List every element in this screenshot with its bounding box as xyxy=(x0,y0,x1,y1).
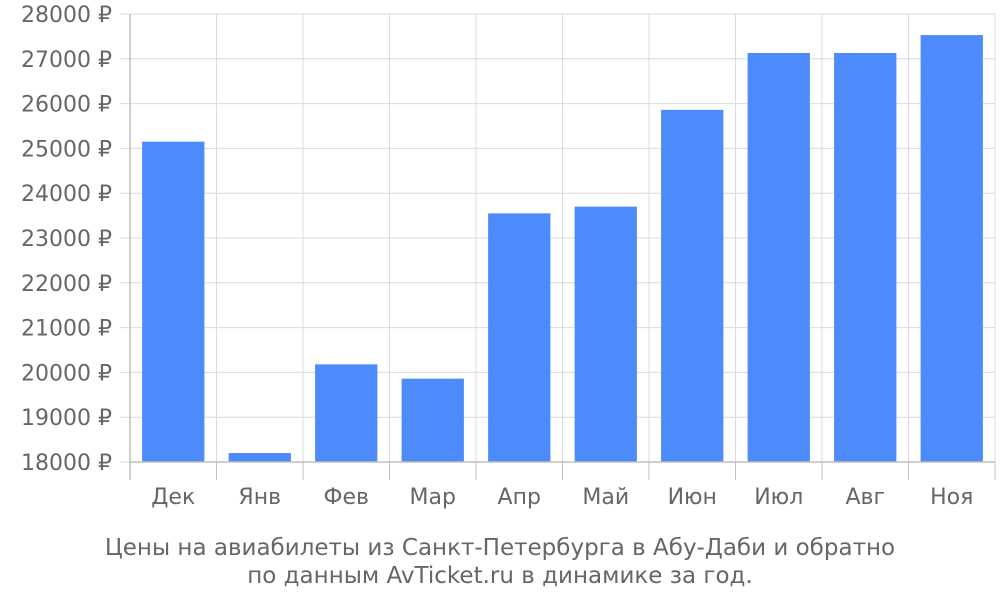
axes xyxy=(129,14,996,480)
bar-7 xyxy=(661,109,724,462)
bar-8 xyxy=(747,52,810,462)
bar-4 xyxy=(401,378,464,462)
bar-5 xyxy=(488,213,551,462)
bar-3 xyxy=(315,364,378,462)
y-tick-label: 20000 ₽ xyxy=(21,361,112,386)
x-tick-label: Дек xyxy=(151,485,195,510)
x-tick-labels: Дек Янв Фев Мар Апр Май Июн Июл Авг Ноя xyxy=(151,485,973,510)
chart-caption-line-2: по данным AvTicket.ru в динамике за год. xyxy=(247,563,753,589)
y-tick-label: 27000 ₽ xyxy=(21,48,112,73)
bar-6 xyxy=(574,206,637,462)
y-tick-label: 25000 ₽ xyxy=(21,137,112,162)
y-tick-label: 21000 ₽ xyxy=(21,317,112,342)
y-tick-label: 28000 ₽ xyxy=(21,3,112,28)
x-tick-label: Апр xyxy=(498,485,541,510)
bars xyxy=(142,35,983,462)
chart-caption-line-1: Цены на авиабилеты из Санкт-Петербурга в… xyxy=(104,535,896,561)
bar-2 xyxy=(228,453,291,462)
x-tick-label: Июл xyxy=(754,485,803,510)
x-tick-label: Май xyxy=(582,485,629,510)
bar-chart: 18000 ₽ 19000 ₽ 20000 ₽ 21000 ₽ 22000 ₽ 23000… xyxy=(21,3,996,510)
x-tick-label: Мар xyxy=(410,485,456,510)
y-tick-labels: 18000 ₽ 19000 ₽ 20000 ₽ 21000 ₽ 22000 ₽ 23000… xyxy=(21,3,112,476)
y-tick-label: 23000 ₽ xyxy=(21,227,112,252)
x-tick-label: Янв xyxy=(238,485,281,510)
grid-lines xyxy=(120,13,996,463)
y-tick-label: 19000 ₽ xyxy=(21,406,112,431)
x-tick-label: Ноя xyxy=(930,485,973,510)
y-tick-label: 18000 ₽ xyxy=(21,451,112,476)
x-tick-label: Фев xyxy=(324,485,369,510)
bar-10 xyxy=(920,35,983,462)
y-tick-label: 24000 ₽ xyxy=(21,182,112,207)
y-tick-label: 26000 ₽ xyxy=(21,93,112,118)
bar-9 xyxy=(834,52,897,462)
x-tick-label: Июн xyxy=(668,485,717,510)
x-tick-label: Авг xyxy=(845,485,885,510)
bar-1 xyxy=(142,141,205,462)
y-tick-label: 22000 ₽ xyxy=(21,272,112,297)
